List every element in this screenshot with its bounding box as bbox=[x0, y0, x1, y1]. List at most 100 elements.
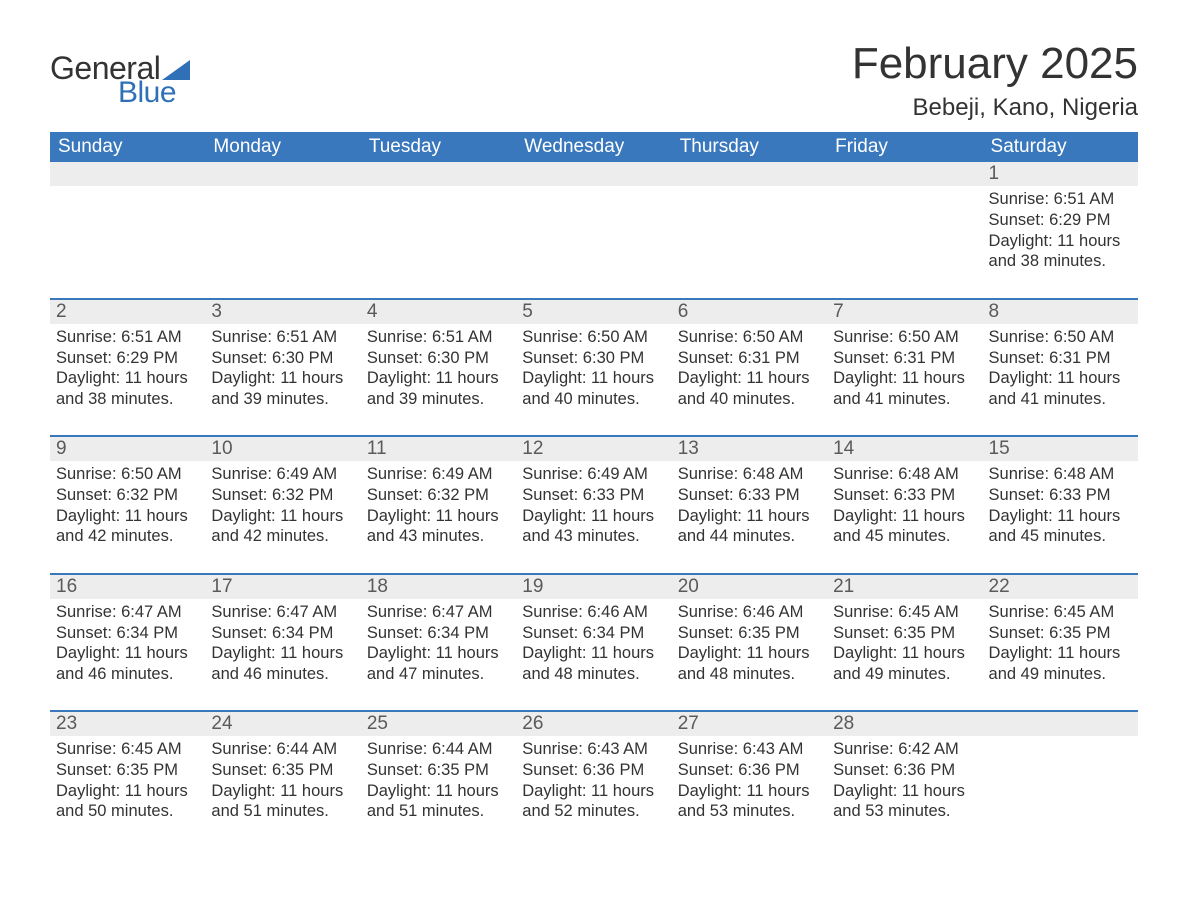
day-cell: Sunrise: 6:51 AMSunset: 6:29 PMDaylight:… bbox=[983, 186, 1138, 272]
sunrise-text: Sunrise: 6:42 AM bbox=[833, 739, 976, 760]
daylight-text-line2: and 46 minutes. bbox=[211, 664, 354, 685]
day-number bbox=[50, 162, 205, 186]
day-cell: Sunrise: 6:46 AMSunset: 6:34 PMDaylight:… bbox=[516, 599, 671, 685]
day-cell: Sunrise: 6:50 AMSunset: 6:30 PMDaylight:… bbox=[516, 324, 671, 410]
daylight-text-line1: Daylight: 11 hours bbox=[833, 781, 976, 802]
sunrise-text: Sunrise: 6:44 AM bbox=[211, 739, 354, 760]
day-cell: Sunrise: 6:49 AMSunset: 6:33 PMDaylight:… bbox=[516, 461, 671, 547]
daylight-text-line2: and 38 minutes. bbox=[989, 251, 1132, 272]
daynum-row: 232425262728 bbox=[50, 712, 1138, 736]
weekday-header-row: Sunday Monday Tuesday Wednesday Thursday… bbox=[50, 132, 1138, 162]
day-cell: Sunrise: 6:45 AMSunset: 6:35 PMDaylight:… bbox=[50, 736, 205, 822]
day-number: 12 bbox=[516, 437, 671, 461]
daylight-text-line2: and 49 minutes. bbox=[833, 664, 976, 685]
sunset-text: Sunset: 6:33 PM bbox=[989, 485, 1132, 506]
daybody-row: Sunrise: 6:45 AMSunset: 6:35 PMDaylight:… bbox=[50, 736, 1138, 822]
day-number: 15 bbox=[983, 437, 1138, 461]
daynum-row: 2345678 bbox=[50, 300, 1138, 324]
daylight-text-line2: and 42 minutes. bbox=[56, 526, 199, 547]
header: General Blue February 2025 Bebeji, Kano,… bbox=[50, 40, 1138, 122]
day-number: 3 bbox=[205, 300, 360, 324]
sunrise-text: Sunrise: 6:45 AM bbox=[989, 602, 1132, 623]
daybody-row: Sunrise: 6:47 AMSunset: 6:34 PMDaylight:… bbox=[50, 599, 1138, 685]
daybody-row: Sunrise: 6:51 AMSunset: 6:29 PMDaylight:… bbox=[50, 186, 1138, 272]
sunrise-text: Sunrise: 6:49 AM bbox=[211, 464, 354, 485]
daylight-text-line2: and 41 minutes. bbox=[989, 389, 1132, 410]
daylight-text-line1: Daylight: 11 hours bbox=[833, 368, 976, 389]
day-number: 7 bbox=[827, 300, 982, 324]
daylight-text-line2: and 53 minutes. bbox=[833, 801, 976, 822]
location-label: Bebeji, Kano, Nigeria bbox=[852, 94, 1138, 122]
daylight-text-line2: and 49 minutes. bbox=[989, 664, 1132, 685]
daylight-text-line2: and 45 minutes. bbox=[833, 526, 976, 547]
sunset-text: Sunset: 6:33 PM bbox=[522, 485, 665, 506]
weekday-sunday: Sunday bbox=[50, 132, 205, 162]
daylight-text-line1: Daylight: 11 hours bbox=[522, 781, 665, 802]
sunset-text: Sunset: 6:31 PM bbox=[989, 348, 1132, 369]
daylight-text-line2: and 52 minutes. bbox=[522, 801, 665, 822]
sunrise-text: Sunrise: 6:46 AM bbox=[678, 602, 821, 623]
day-cell bbox=[361, 186, 516, 272]
day-number: 22 bbox=[983, 575, 1138, 599]
day-cell: Sunrise: 6:42 AMSunset: 6:36 PMDaylight:… bbox=[827, 736, 982, 822]
sunrise-text: Sunrise: 6:51 AM bbox=[211, 327, 354, 348]
daylight-text-line2: and 38 minutes. bbox=[56, 389, 199, 410]
daylight-text-line2: and 43 minutes. bbox=[522, 526, 665, 547]
weekday-thursday: Thursday bbox=[672, 132, 827, 162]
day-number: 23 bbox=[50, 712, 205, 736]
logo: General Blue bbox=[50, 40, 190, 108]
sunset-text: Sunset: 6:34 PM bbox=[522, 623, 665, 644]
day-number: 28 bbox=[827, 712, 982, 736]
day-cell: Sunrise: 6:50 AMSunset: 6:31 PMDaylight:… bbox=[983, 324, 1138, 410]
daylight-text-line2: and 40 minutes. bbox=[678, 389, 821, 410]
daylight-text-line2: and 39 minutes. bbox=[211, 389, 354, 410]
sunrise-text: Sunrise: 6:50 AM bbox=[989, 327, 1132, 348]
daylight-text-line2: and 51 minutes. bbox=[367, 801, 510, 822]
day-cell bbox=[50, 186, 205, 272]
day-cell: Sunrise: 6:48 AMSunset: 6:33 PMDaylight:… bbox=[827, 461, 982, 547]
sunrise-text: Sunrise: 6:50 AM bbox=[833, 327, 976, 348]
daylight-text-line1: Daylight: 11 hours bbox=[367, 781, 510, 802]
logo-text: General Blue bbox=[50, 52, 190, 108]
day-cell: Sunrise: 6:50 AMSunset: 6:31 PMDaylight:… bbox=[672, 324, 827, 410]
day-number: 25 bbox=[361, 712, 516, 736]
daylight-text-line1: Daylight: 11 hours bbox=[833, 506, 976, 527]
sunset-text: Sunset: 6:30 PM bbox=[211, 348, 354, 369]
daylight-text-line2: and 42 minutes. bbox=[211, 526, 354, 547]
day-number: 24 bbox=[205, 712, 360, 736]
daybody-row: Sunrise: 6:51 AMSunset: 6:29 PMDaylight:… bbox=[50, 324, 1138, 410]
daylight-text-line1: Daylight: 11 hours bbox=[678, 506, 821, 527]
daylight-text-line2: and 45 minutes. bbox=[989, 526, 1132, 547]
day-cell: Sunrise: 6:45 AMSunset: 6:35 PMDaylight:… bbox=[983, 599, 1138, 685]
day-number bbox=[516, 162, 671, 186]
sunset-text: Sunset: 6:35 PM bbox=[211, 760, 354, 781]
sunrise-text: Sunrise: 6:46 AM bbox=[522, 602, 665, 623]
day-cell: Sunrise: 6:49 AMSunset: 6:32 PMDaylight:… bbox=[205, 461, 360, 547]
sunrise-text: Sunrise: 6:51 AM bbox=[56, 327, 199, 348]
daylight-text-line1: Daylight: 11 hours bbox=[522, 368, 665, 389]
day-number: 18 bbox=[361, 575, 516, 599]
daylight-text-line2: and 51 minutes. bbox=[211, 801, 354, 822]
sunrise-text: Sunrise: 6:51 AM bbox=[989, 189, 1132, 210]
day-cell: Sunrise: 6:48 AMSunset: 6:33 PMDaylight:… bbox=[983, 461, 1138, 547]
week-row: 16171819202122Sunrise: 6:47 AMSunset: 6:… bbox=[50, 573, 1138, 685]
daylight-text-line2: and 44 minutes. bbox=[678, 526, 821, 547]
daylight-text-line1: Daylight: 11 hours bbox=[833, 643, 976, 664]
sunrise-text: Sunrise: 6:45 AM bbox=[833, 602, 976, 623]
sunrise-text: Sunrise: 6:50 AM bbox=[678, 327, 821, 348]
daylight-text-line1: Daylight: 11 hours bbox=[211, 643, 354, 664]
day-cell: Sunrise: 6:48 AMSunset: 6:33 PMDaylight:… bbox=[672, 461, 827, 547]
day-cell: Sunrise: 6:46 AMSunset: 6:35 PMDaylight:… bbox=[672, 599, 827, 685]
day-number bbox=[672, 162, 827, 186]
day-cell: Sunrise: 6:44 AMSunset: 6:35 PMDaylight:… bbox=[205, 736, 360, 822]
daylight-text-line1: Daylight: 11 hours bbox=[56, 368, 199, 389]
daylight-text-line2: and 39 minutes. bbox=[367, 389, 510, 410]
sunrise-text: Sunrise: 6:43 AM bbox=[678, 739, 821, 760]
week-row: 9101112131415Sunrise: 6:50 AMSunset: 6:3… bbox=[50, 435, 1138, 547]
daylight-text-line2: and 41 minutes. bbox=[833, 389, 976, 410]
sunset-text: Sunset: 6:34 PM bbox=[56, 623, 199, 644]
day-cell: Sunrise: 6:51 AMSunset: 6:29 PMDaylight:… bbox=[50, 324, 205, 410]
weekday-friday: Friday bbox=[827, 132, 982, 162]
daylight-text-line1: Daylight: 11 hours bbox=[56, 506, 199, 527]
week-row: 1Sunrise: 6:51 AMSunset: 6:29 PMDaylight… bbox=[50, 162, 1138, 272]
